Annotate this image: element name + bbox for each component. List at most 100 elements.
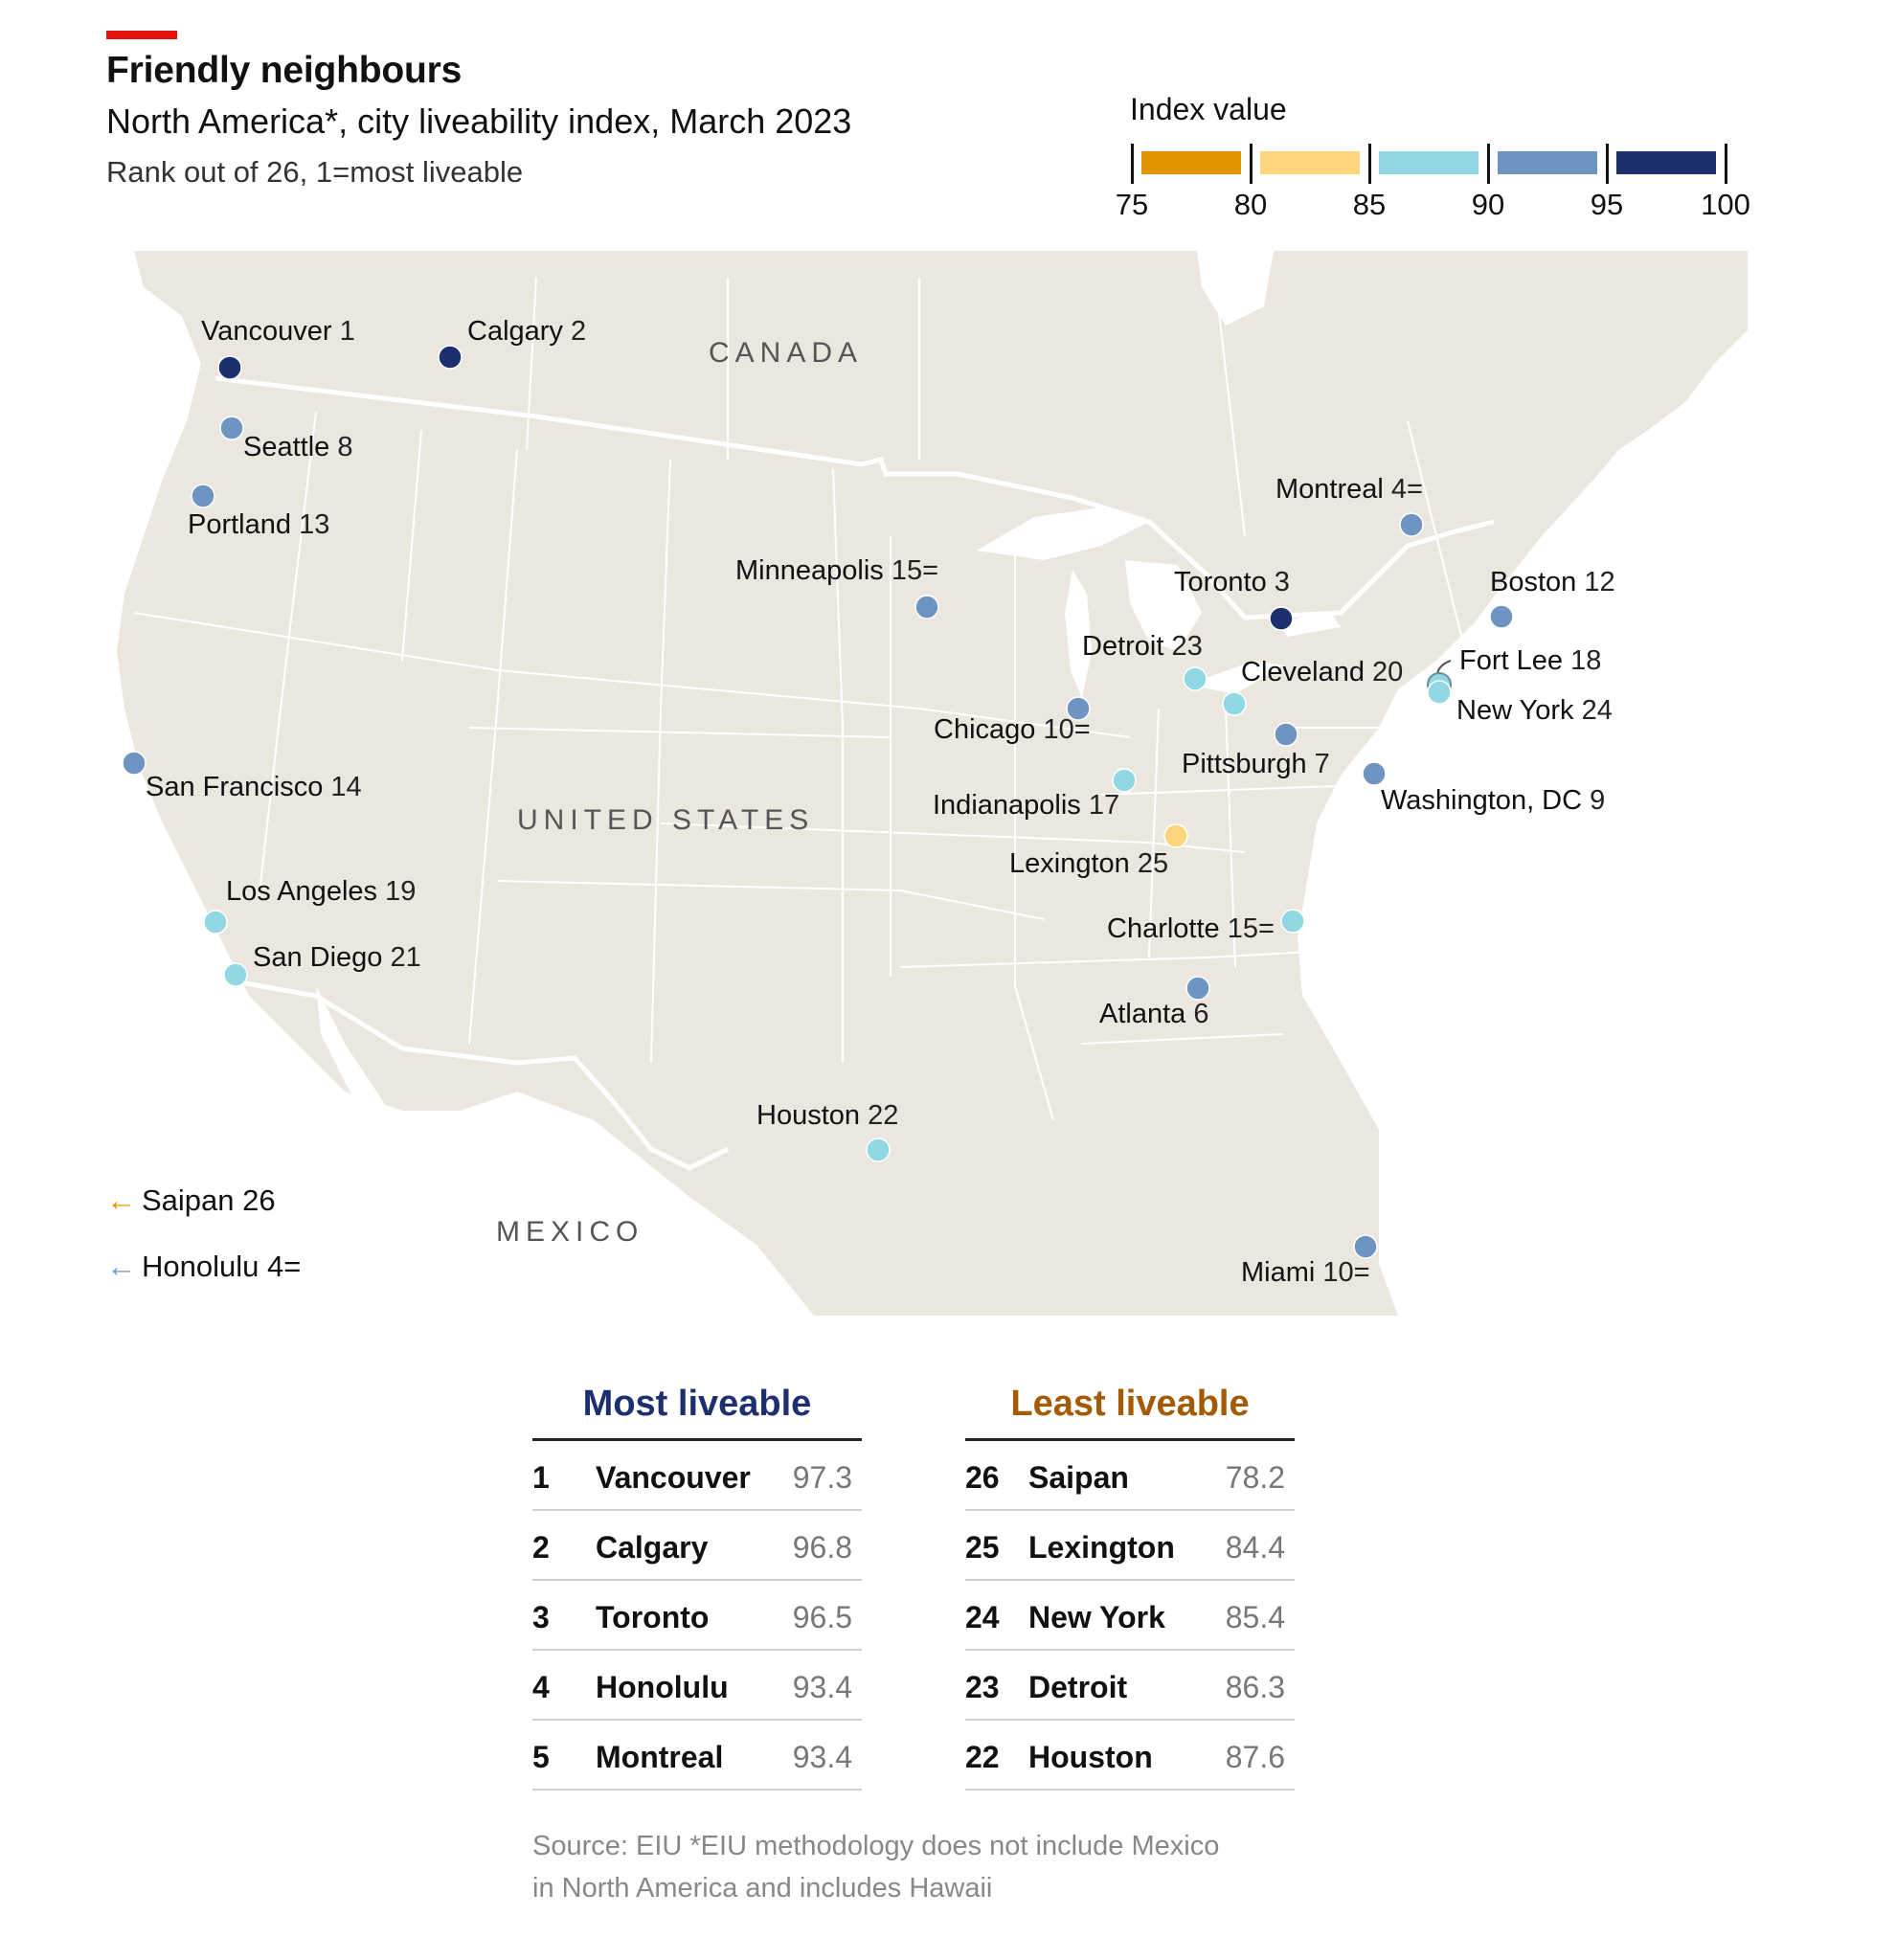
city-rank: 2 bbox=[571, 316, 587, 347]
table-title-most: Most liveable bbox=[532, 1369, 862, 1441]
city-name: New York bbox=[1456, 695, 1574, 726]
row-rank: 3 bbox=[532, 1600, 550, 1634]
legend-tick bbox=[1487, 144, 1490, 184]
city-label-seattle: Seattle 8 bbox=[243, 432, 353, 463]
legend-tick bbox=[1606, 144, 1609, 184]
legend-tick bbox=[1131, 144, 1134, 184]
row-rank: 1 bbox=[532, 1460, 550, 1495]
lake-huron bbox=[1125, 560, 1202, 651]
source-line-2: in North America and includes Hawaii bbox=[532, 1873, 993, 1904]
city-rank: 13 bbox=[299, 509, 330, 540]
city-rank: 7 bbox=[1314, 749, 1330, 779]
city-dot-indianapolis bbox=[1112, 768, 1137, 793]
legend-tick bbox=[1725, 144, 1727, 184]
table-rows-least: 26 Saipan 78.2 25 Lexington 84.4 24 New York 85.… bbox=[965, 1441, 1295, 1791]
city-label-sanfrancisco: San Francisco 14 bbox=[146, 772, 362, 803]
city-label-indianapolis: Indianapolis 17 bbox=[933, 790, 1119, 822]
legend-tick-label: 90 bbox=[1471, 188, 1505, 221]
table-rows-most: 1 Vancouver 97.3 2 Calgary 96.8 3 Toronto 96.5 4 H… bbox=[532, 1441, 862, 1791]
row-city: Lexington bbox=[1028, 1530, 1175, 1565]
city-rank: 1 bbox=[339, 316, 355, 347]
legend-bin-2 bbox=[1379, 151, 1478, 174]
city-name: Portland bbox=[188, 509, 292, 540]
row-value: 84.4 bbox=[1225, 1530, 1285, 1565]
city-dot-portland bbox=[191, 484, 215, 508]
city-dot-detroit bbox=[1183, 666, 1208, 691]
arrow-left-icon: ← bbox=[106, 1183, 136, 1217]
row-city: Honolulu bbox=[596, 1670, 729, 1704]
row-city: Saipan bbox=[1028, 1460, 1129, 1495]
city-label-detroit: Detroit 23 bbox=[1082, 631, 1203, 663]
row-value: 78.2 bbox=[1225, 1460, 1285, 1495]
city-dot-chicago bbox=[1066, 696, 1091, 721]
city-name: Atlanta bbox=[1099, 999, 1186, 1029]
row-rank: 26 bbox=[965, 1460, 1000, 1495]
city-name: Washington, DC bbox=[1381, 785, 1583, 816]
country-label-us: UNITED STATES bbox=[517, 804, 815, 836]
city-rank: 18 bbox=[1570, 645, 1602, 676]
city-label-pittsburgh: Pittsburgh 7 bbox=[1182, 749, 1330, 780]
table-row: 24 New York 85.4 bbox=[965, 1581, 1295, 1651]
row-rank: 2 bbox=[532, 1530, 550, 1565]
city-rank: 12 bbox=[1584, 567, 1615, 597]
city-dot-vancouver bbox=[217, 355, 242, 380]
legend-bin-0 bbox=[1141, 151, 1241, 174]
city-name: Fort Lee bbox=[1459, 645, 1563, 676]
table-row: 25 Lexington 84.4 bbox=[965, 1511, 1295, 1581]
city-name: Lexington bbox=[1009, 848, 1130, 879]
city-rank: 21 bbox=[390, 942, 421, 973]
city-rank: 23 bbox=[1171, 631, 1203, 662]
row-city: Montreal bbox=[596, 1740, 724, 1774]
city-rank: 6 bbox=[1193, 999, 1209, 1029]
city-rank: 25 bbox=[1137, 848, 1169, 879]
city-name: Houston bbox=[756, 1100, 861, 1131]
city-dot-montreal bbox=[1399, 512, 1424, 537]
city-rank: 8 bbox=[337, 432, 353, 462]
city-rank: 10= bbox=[1043, 714, 1091, 745]
lake-superior bbox=[977, 507, 1149, 560]
table-row: 1 Vancouver 97.3 bbox=[532, 1441, 862, 1511]
city-name: Calgary bbox=[467, 316, 563, 347]
table-least-liveable: Least liveable 26 Saipan 78.2 25 Lexington 84… bbox=[965, 1369, 1295, 1791]
city-rank: 17 bbox=[1088, 790, 1120, 821]
city-rank: 14 bbox=[330, 772, 362, 802]
city-name: Indianapolis bbox=[933, 790, 1081, 821]
city-name: Toronto bbox=[1174, 567, 1267, 597]
table-row: 3 Toronto 96.5 bbox=[532, 1581, 862, 1651]
city-dot-lexington bbox=[1163, 823, 1188, 848]
legend-tick-label: 100 bbox=[1701, 188, 1750, 221]
offmap-honolulu: ← Honolulu 4= bbox=[106, 1250, 301, 1284]
legend-tick-label: 85 bbox=[1352, 188, 1387, 221]
city-dot-pittsburgh bbox=[1274, 722, 1298, 747]
border-canada-us bbox=[214, 375, 1495, 620]
city-dot-minneapolis bbox=[914, 595, 939, 620]
row-rank: 22 bbox=[965, 1740, 1000, 1774]
row-city: New York bbox=[1028, 1600, 1165, 1634]
offmap-saipan: ← Saipan 26 bbox=[106, 1183, 276, 1218]
city-dot-sanfrancisco bbox=[122, 751, 147, 776]
city-dot-charlotte bbox=[1280, 909, 1305, 934]
city-label-losangeles: Los Angeles 19 bbox=[226, 876, 416, 908]
city-dot-washington bbox=[1362, 761, 1387, 786]
city-name: Chicago bbox=[934, 714, 1036, 745]
city-rank: 9 bbox=[1590, 785, 1606, 816]
city-dot-calgary bbox=[438, 345, 463, 370]
city-rank: 15= bbox=[891, 555, 939, 586]
city-label-boston: Boston 12 bbox=[1490, 567, 1615, 598]
legend-bin-1 bbox=[1260, 151, 1360, 174]
city-name: Cleveland bbox=[1241, 657, 1365, 687]
city-dot-sandiego bbox=[223, 962, 248, 987]
city-label-houston: Houston 22 bbox=[756, 1100, 898, 1132]
city-name: Minneapolis bbox=[735, 555, 884, 586]
city-dots bbox=[122, 345, 1514, 1259]
arrow-left-icon: ← bbox=[106, 1250, 136, 1283]
city-label-minneapolis: Minneapolis 15= bbox=[735, 555, 938, 587]
legend-bin-4 bbox=[1616, 151, 1716, 174]
city-dot-boston bbox=[1489, 604, 1514, 629]
row-value: 96.5 bbox=[792, 1600, 852, 1634]
row-value: 93.4 bbox=[792, 1670, 852, 1704]
city-dot-losangeles bbox=[203, 910, 228, 935]
city-rank: 20 bbox=[1372, 657, 1404, 687]
land-north-america bbox=[117, 251, 1748, 1316]
row-city: Houston bbox=[1028, 1740, 1153, 1774]
